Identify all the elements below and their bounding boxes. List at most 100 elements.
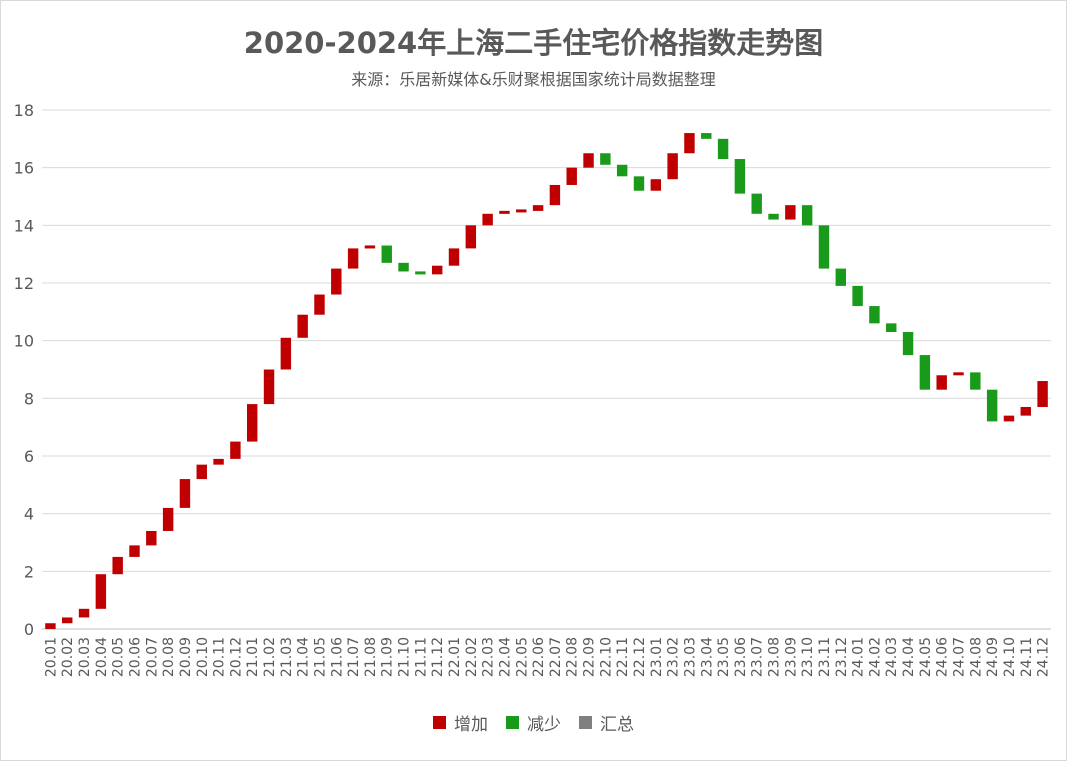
bar-increase (230, 441, 241, 459)
bar-decrease (835, 268, 847, 286)
y-tick-label: 6 (24, 447, 34, 466)
x-tick-label: 21.04 (296, 637, 312, 677)
x-tick-label: 20.04 (94, 637, 110, 677)
x-tick-label: 20.03 (77, 637, 93, 677)
x-tick-label: 24.02 (867, 637, 883, 677)
bar-increase (112, 556, 123, 575)
legend: 增加 减少 汇总 (0, 710, 1067, 735)
bar-decrease (734, 159, 746, 194)
x-tick-label: 24.09 (985, 637, 1001, 677)
x-tick-label: 21.12 (430, 637, 446, 677)
bar-increase (953, 372, 964, 376)
x-tick-label: 24.11 (1019, 637, 1035, 677)
x-tick-label: 22.03 (481, 637, 497, 677)
chart-title: 2020-2024年上海二手住宅价格指数走势图 (243, 26, 824, 60)
bar-increase (785, 205, 796, 220)
x-tick-label: 23.08 (767, 637, 783, 677)
bar-increase (583, 153, 594, 168)
y-tick-label: 4 (24, 505, 34, 524)
x-tick-label: 21.06 (329, 637, 345, 677)
bar-increase (482, 213, 493, 226)
bar-decrease (600, 153, 611, 165)
legend-swatch-total (579, 716, 592, 729)
x-tick-label: 23.09 (783, 637, 799, 677)
x-tick-label: 22.01 (447, 637, 463, 677)
bar-decrease (869, 306, 880, 324)
bar-decrease (616, 164, 628, 177)
bar-increase (263, 369, 275, 405)
bar-increase (532, 205, 544, 211)
x-tick-label: 20.09 (178, 637, 194, 677)
x-tick-label: 24.08 (968, 637, 984, 677)
bar-increase (549, 184, 561, 206)
x-tick-label: 21.10 (397, 637, 413, 677)
x-tick-label: 22.12 (632, 637, 648, 677)
y-tick-label: 14 (14, 216, 34, 235)
bar-increase (347, 248, 359, 269)
x-tick-label: 24.07 (952, 637, 968, 677)
x-tick-label: 20.05 (111, 637, 127, 677)
y-tick-label: 10 (14, 332, 34, 351)
x-tick-label: 23.12 (834, 637, 850, 677)
legend-label-total: 汇总 (600, 715, 634, 735)
x-tick-label: 23.07 (750, 637, 766, 677)
x-tick-label: 20.02 (60, 637, 76, 677)
bar-increase (499, 210, 510, 214)
legend-label-decrease: 减少 (527, 715, 561, 735)
bar-decrease (886, 323, 897, 333)
bar-decrease (852, 285, 863, 307)
x-tick-label: 20.06 (127, 637, 143, 677)
chart-subtitle: 来源：乐居新媒体&乐财聚根据国家统计局数据整理 (351, 70, 716, 89)
legend-label-increase: 增加 (454, 715, 488, 735)
gridlines (42, 109, 1051, 630)
bar-increase (78, 608, 90, 618)
bar-increase (246, 404, 258, 442)
x-tick-label: 20.12 (228, 637, 244, 677)
x-tick-label: 21.11 (413, 637, 429, 677)
x-tick-label: 21.09 (380, 637, 396, 677)
y-tick-label: 8 (24, 389, 34, 408)
x-tick-label: 23.11 (817, 637, 833, 677)
x-tick-label: 24.12 (1036, 637, 1052, 677)
bar-increase (566, 167, 577, 185)
bar-increase (364, 245, 376, 249)
x-tick-label: 24.10 (1002, 637, 1018, 677)
x-tick-label: 20.07 (144, 637, 160, 677)
bar-increase (129, 545, 140, 557)
x-tick-label: 21.05 (312, 637, 328, 677)
bar-decrease (398, 262, 409, 272)
bar-increase (213, 458, 224, 465)
bar-decrease (381, 245, 392, 263)
x-tick-label: 23.10 (800, 637, 816, 677)
x-tick-label: 21.08 (363, 637, 379, 677)
y-axis-ticks: 0 2 4 6 8 10 12 14 16 18 (14, 101, 34, 639)
legend-swatch-decrease (506, 716, 519, 729)
x-tick-label: 23.05 (716, 637, 732, 677)
bar-decrease (801, 205, 813, 226)
x-tick-label: 20.10 (195, 637, 211, 677)
bar-decrease (633, 176, 645, 191)
x-tick-label: 24.03 (884, 637, 900, 677)
x-tick-label: 22.04 (497, 637, 513, 677)
x-tick-label: 22.10 (598, 637, 614, 677)
bar-decrease (986, 389, 998, 422)
x-axis-ticks: 20.01 20.02 20.03 20.04 20.05 20.06 20.07 20.08… (43, 637, 1051, 677)
x-tick-label: 23.01 (649, 637, 665, 677)
bar-increase (95, 574, 107, 609)
bar-increase (62, 617, 73, 624)
bar-increase (650, 179, 662, 191)
x-tick-label: 24.01 (851, 637, 867, 677)
bar-increase (45, 623, 56, 629)
y-tick-label: 12 (14, 274, 34, 293)
bar-decrease (768, 213, 779, 220)
y-tick-label: 16 (14, 159, 34, 178)
x-tick-label: 20.11 (212, 637, 228, 677)
legend-item-total: 汇总 (579, 710, 634, 735)
bar-increase (331, 268, 342, 295)
x-tick-label: 21.07 (346, 637, 362, 677)
x-tick-label: 23.04 (699, 637, 715, 677)
x-tick-label: 22.07 (548, 637, 564, 677)
x-tick-label: 22.08 (565, 637, 581, 677)
